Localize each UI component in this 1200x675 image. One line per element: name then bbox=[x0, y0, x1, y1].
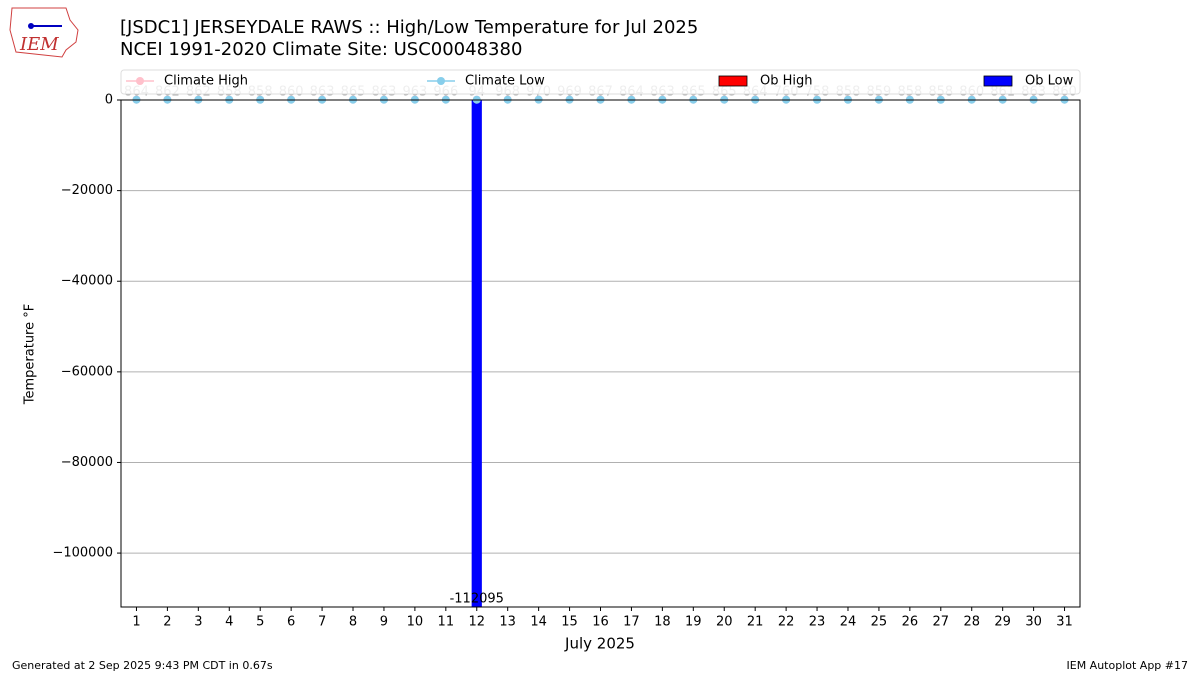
x-tick-label: 5 bbox=[256, 615, 264, 630]
chart-title: [JSDC1] JERSEYDALE RAWS :: High/Low Temp… bbox=[120, 17, 698, 38]
x-tick-label: 31 bbox=[1056, 615, 1073, 630]
x-tick-label: 25 bbox=[871, 615, 888, 630]
x-tick-label: 14 bbox=[530, 615, 547, 630]
x-tick-label: 6 bbox=[287, 615, 295, 630]
legend-label: Ob High bbox=[760, 74, 813, 89]
legend-swatch bbox=[983, 75, 1013, 87]
chart-subtitle: NCEI 1991-2020 Climate Site: USC00048380 bbox=[120, 39, 522, 60]
legend-marker bbox=[136, 77, 144, 85]
x-tick-label: 12 bbox=[468, 615, 485, 630]
x-tick-label: 13 bbox=[499, 615, 516, 630]
legend-label: Ob Low bbox=[1025, 74, 1074, 89]
legend-label: Climate Low bbox=[465, 74, 545, 89]
y-tick-label: −60000 bbox=[61, 364, 113, 379]
legend-label: Climate High bbox=[164, 74, 248, 89]
x-tick-label: 27 bbox=[933, 615, 950, 630]
logo-text: IEM bbox=[19, 34, 59, 55]
bar bbox=[471, 100, 482, 607]
x-tick-label: 15 bbox=[561, 615, 578, 630]
x-tick-label: 11 bbox=[438, 615, 455, 630]
legend-box bbox=[120, 69, 1081, 95]
x-tick-label: 10 bbox=[407, 615, 424, 630]
logo: IEM bbox=[9, 7, 79, 58]
y-tick-label: −100000 bbox=[52, 546, 113, 561]
x-tick-label: 1 bbox=[132, 615, 140, 630]
x-tick-label: 17 bbox=[623, 615, 640, 630]
x-tick-label: 26 bbox=[902, 615, 919, 630]
x-tick-label: 24 bbox=[840, 615, 857, 630]
x-tick-label: 3 bbox=[194, 615, 202, 630]
x-tick-label: 7 bbox=[318, 615, 326, 630]
y-tick-label: −20000 bbox=[61, 183, 113, 198]
x-tick-label: 23 bbox=[809, 615, 826, 630]
x-tick-label: 21 bbox=[747, 615, 764, 630]
y-tick-label: 0 bbox=[105, 93, 113, 108]
logo-dot bbox=[28, 23, 34, 29]
x-tick-label: 16 bbox=[592, 615, 609, 630]
y-tick-label: −40000 bbox=[61, 274, 113, 289]
footer-right: IEM Autoplot App #17 bbox=[1067, 659, 1189, 672]
footer-left: Generated at 2 Sep 2025 9:43 PM CDT in 0… bbox=[12, 659, 273, 672]
x-tick-label: 9 bbox=[380, 615, 388, 630]
x-tick-label: 22 bbox=[778, 615, 795, 630]
plot-frame bbox=[120, 99, 1081, 608]
y-axis-label: Temperature °F bbox=[23, 304, 38, 405]
x-tick-label: 30 bbox=[1025, 615, 1042, 630]
x-tick-label: 29 bbox=[994, 615, 1011, 630]
x-tick-label: 4 bbox=[225, 615, 233, 630]
plot-area bbox=[136, 100, 1065, 607]
x-axis-label: July 2025 bbox=[564, 635, 635, 653]
data-label: -112095 bbox=[450, 592, 504, 607]
x-tick-label: 18 bbox=[654, 615, 671, 630]
x-tick-label: 28 bbox=[963, 615, 980, 630]
y-tick-label: −80000 bbox=[61, 455, 113, 470]
x-tick-label: 20 bbox=[716, 615, 733, 630]
x-tick-label: 2 bbox=[163, 615, 171, 630]
legend-marker bbox=[437, 77, 445, 85]
legend-swatch bbox=[718, 75, 748, 87]
logo-outline bbox=[9, 7, 79, 58]
x-tick-label: 8 bbox=[349, 615, 357, 630]
x-tick-label: 19 bbox=[685, 615, 702, 630]
